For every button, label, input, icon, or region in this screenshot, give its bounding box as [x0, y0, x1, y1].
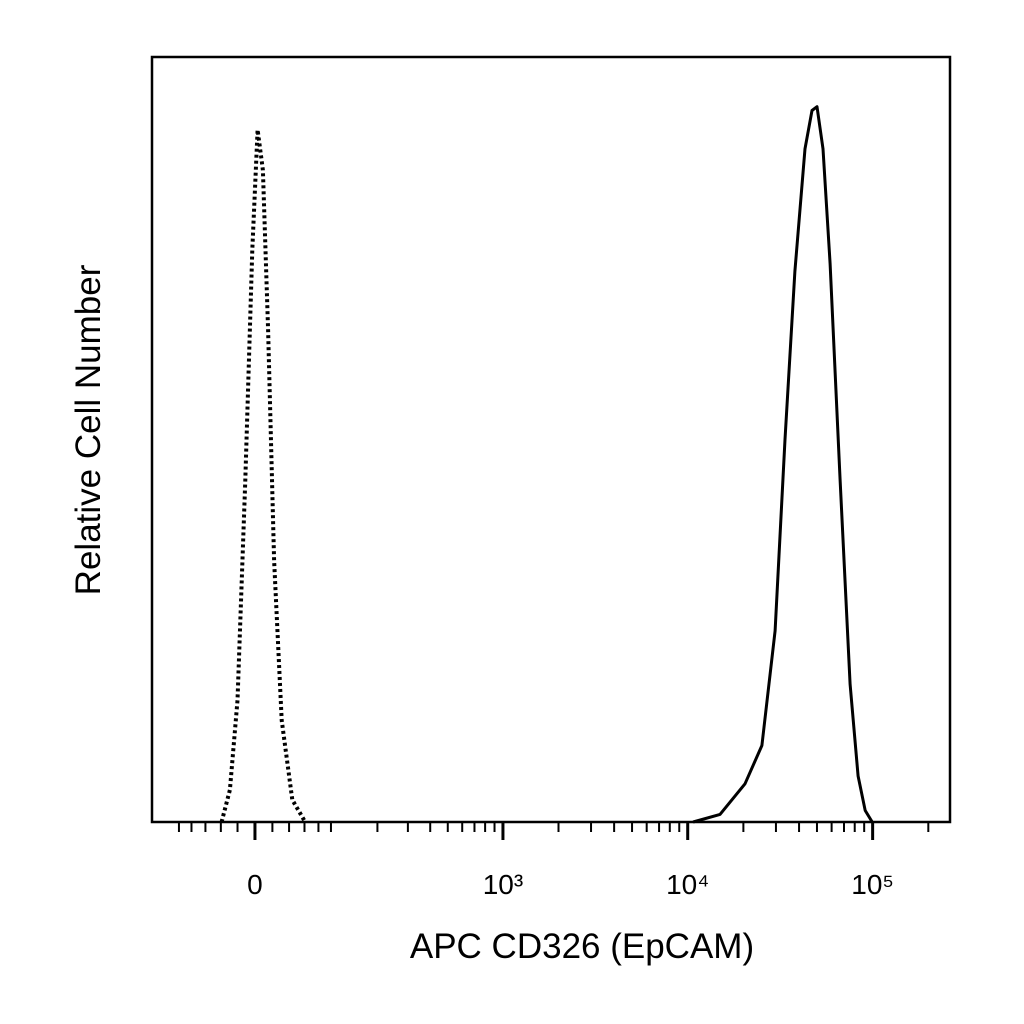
histogram-line	[692, 105, 874, 824]
y-axis-title: Relative Cell Number	[69, 264, 108, 595]
x-axis-title: APC CD326 (EpCAM)	[410, 927, 754, 966]
plot-frame	[150, 55, 952, 824]
x-tick-label: 10⁴	[666, 869, 709, 900]
x-tick-label: 0	[247, 869, 263, 900]
x-tick-label: 10⁵	[851, 869, 894, 900]
x-tick-label: 10³	[483, 869, 523, 900]
histogram-line	[219, 127, 307, 824]
